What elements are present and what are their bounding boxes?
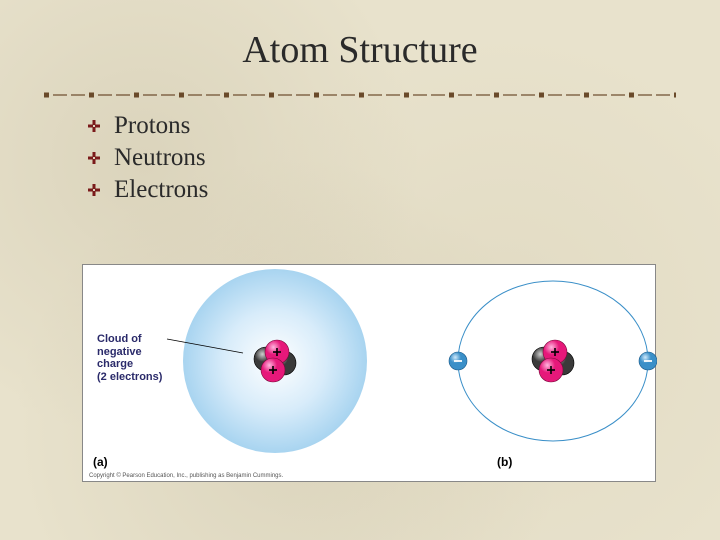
page-title: Atom Structure (0, 0, 720, 72)
list-item: Neutrons (88, 144, 208, 172)
bullet-icon (88, 120, 100, 132)
atom-diagram: Cloud ofnegativecharge(2 electrons) (a) … (82, 264, 656, 482)
panel-b-label: (b) (497, 455, 512, 469)
bullet-list: Protons Neutrons Electrons (88, 112, 208, 208)
bullet-text: Neutrons (114, 144, 206, 172)
title-divider (44, 92, 676, 98)
list-item: Electrons (88, 176, 208, 204)
bullet-icon (88, 152, 100, 164)
diagram-svg (83, 265, 657, 483)
electron-cloud-caption: Cloud ofnegativecharge(2 electrons) (97, 333, 162, 384)
bullet-text: Electrons (114, 176, 208, 204)
bullet-icon (88, 184, 100, 196)
list-item: Protons (88, 112, 208, 140)
panel-a-label: (a) (93, 455, 108, 469)
copyright-text: Copyright © Pearson Education, Inc., pub… (89, 473, 283, 479)
bullet-text: Protons (114, 112, 190, 140)
